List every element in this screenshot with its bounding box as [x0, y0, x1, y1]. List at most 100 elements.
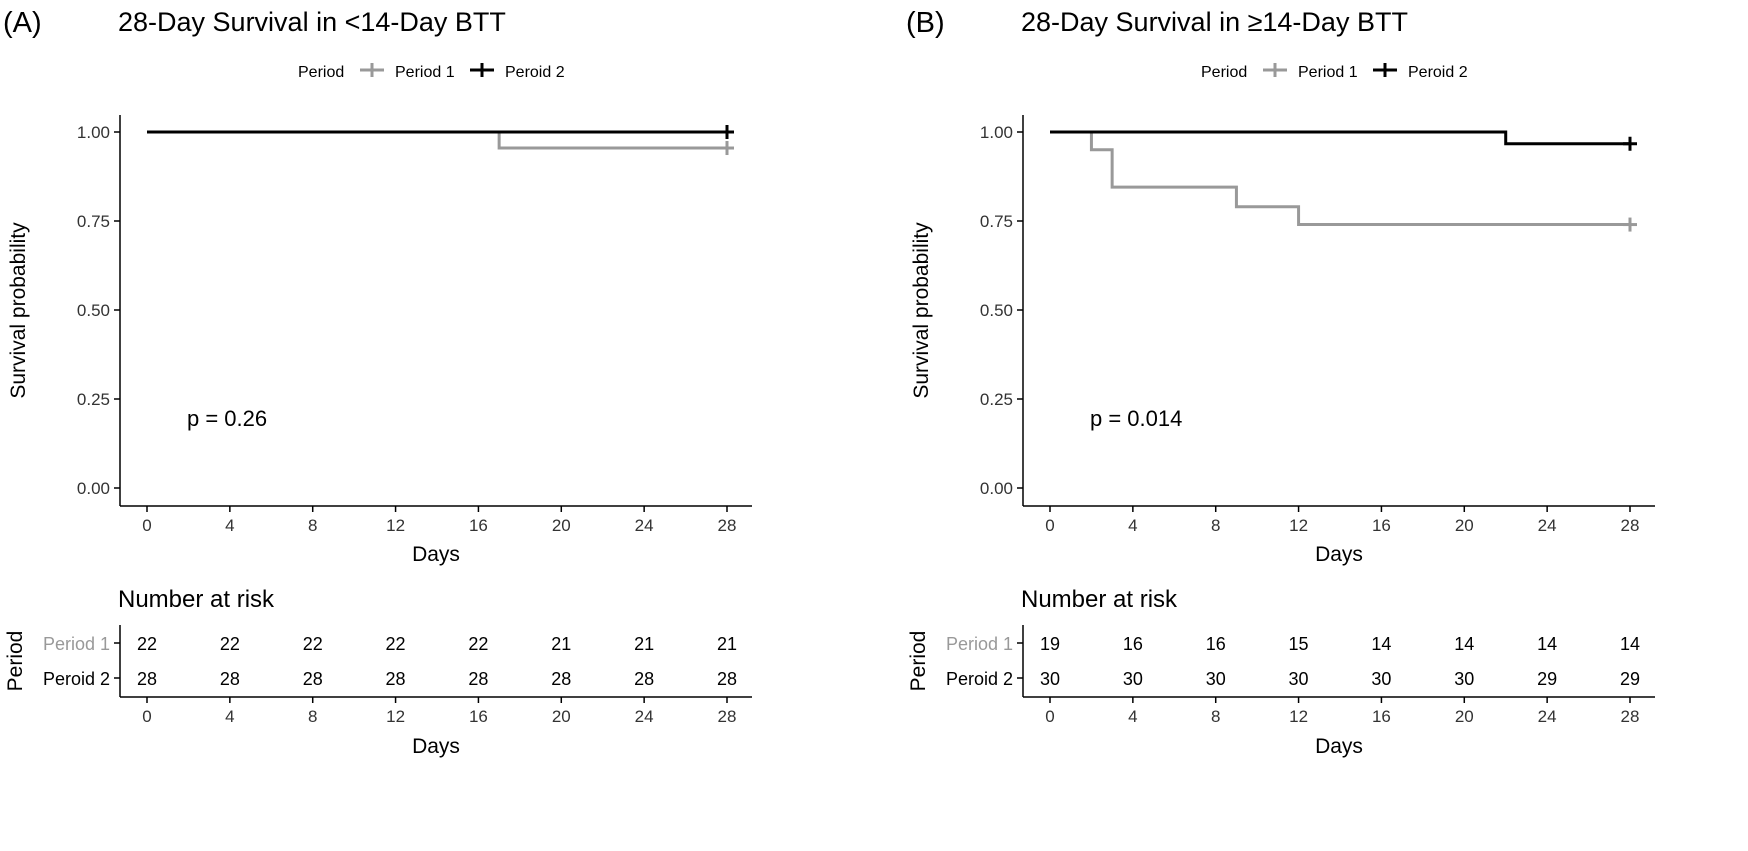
risk-x-tick-label: 20 — [1455, 707, 1474, 726]
legend-label: Period 1 — [395, 64, 455, 81]
censor-mark — [1623, 217, 1637, 232]
risk-count: 16 — [1206, 634, 1226, 654]
y-tick-label: 0.50 — [980, 301, 1013, 320]
y-tick-label: 1.00 — [980, 123, 1013, 142]
risk-row-label: Peroid 2 — [43, 669, 110, 689]
risk-count: 28 — [717, 669, 737, 689]
risk-x-tick-label: 24 — [635, 707, 654, 726]
x-tick-label: 4 — [1128, 516, 1137, 535]
x-tick-label: 24 — [1538, 516, 1557, 535]
risk-count: 29 — [1537, 669, 1557, 689]
risk-count: 28 — [634, 669, 654, 689]
survival-curve-2 — [1050, 130, 1630, 146]
x-tick-label: 12 — [1289, 516, 1308, 535]
risk-count: 15 — [1289, 634, 1309, 654]
risk-x-tick-label: 16 — [1372, 707, 1391, 726]
risk-count: 30 — [1123, 669, 1143, 689]
risk-x-axis-label: Days — [412, 735, 460, 758]
risk-x-tick-label: 0 — [1045, 707, 1054, 726]
risk-count: 19 — [1040, 634, 1060, 654]
risk-x-tick-label: 4 — [225, 707, 234, 726]
risk-x-tick-label: 16 — [469, 707, 488, 726]
risk-count: 30 — [1371, 669, 1391, 689]
risk-x-tick-label: 8 — [1211, 707, 1220, 726]
legend: Period Period 1 Peroid 2 — [298, 63, 565, 81]
risk-count: 28 — [551, 669, 571, 689]
risk-table-title: Number at risk — [118, 586, 275, 613]
risk-count: 22 — [137, 634, 157, 654]
censor-mark — [1623, 136, 1637, 151]
risk-row-label: Period 1 — [946, 634, 1013, 654]
censor-mark — [720, 125, 734, 139]
y-tick-label: 0.00 — [77, 479, 110, 498]
risk-y-axis-label: Period — [907, 631, 930, 692]
risk-count: 14 — [1620, 634, 1640, 654]
risk-count: 14 — [1454, 634, 1474, 654]
y-axis-label: Survival probability — [7, 222, 30, 399]
censor-mark — [720, 141, 734, 156]
legend: Period Period 1 Peroid 2 — [1201, 63, 1468, 81]
x-tick-label: 16 — [1372, 516, 1391, 535]
legend-label: Peroid 2 — [1408, 64, 1468, 81]
risk-count: 28 — [468, 669, 488, 689]
risk-x-tick-label: 4 — [1128, 707, 1137, 726]
risk-x-tick-label: 12 — [1289, 707, 1308, 726]
y-tick-label: 0.75 — [980, 212, 1013, 231]
risk-count: 22 — [386, 634, 406, 654]
x-tick-label: 28 — [1621, 516, 1640, 535]
legend-title: Period — [298, 64, 344, 81]
survival-curve-1 — [147, 130, 727, 150]
x-tick-label: 20 — [552, 516, 571, 535]
legend-label: Period 1 — [1298, 64, 1358, 81]
risk-table-title: Number at risk — [1021, 586, 1178, 613]
risk-count: 29 — [1620, 669, 1640, 689]
risk-count: 30 — [1289, 669, 1309, 689]
x-tick-label: 20 — [1455, 516, 1474, 535]
risk-count: 28 — [303, 669, 323, 689]
y-tick-label: 0.25 — [77, 390, 110, 409]
x-axis-label: Days — [412, 543, 460, 566]
risk-x-tick-label: 8 — [308, 707, 317, 726]
risk-count: 21 — [551, 634, 571, 654]
panel-label: (B) — [906, 7, 945, 39]
risk-x-tick-label: 24 — [1538, 707, 1557, 726]
risk-row-label: Peroid 2 — [946, 669, 1013, 689]
legend-label: Peroid 2 — [505, 64, 565, 81]
x-tick-label: 8 — [1211, 516, 1220, 535]
x-tick-label: 16 — [469, 516, 488, 535]
risk-y-axis-label: Period — [4, 631, 27, 692]
risk-count: 30 — [1454, 669, 1474, 689]
risk-count: 22 — [220, 634, 240, 654]
risk-count: 30 — [1206, 669, 1226, 689]
x-tick-label: 8 — [308, 516, 317, 535]
risk-count: 14 — [1537, 634, 1557, 654]
chart-title: 28-Day Survival in <14-Day BTT — [118, 7, 506, 37]
y-tick-label: 0.25 — [980, 390, 1013, 409]
x-tick-label: 4 — [225, 516, 234, 535]
risk-table: Number at risk Period 1 22 22 22 22 22 21 21 21 Pe… — [4, 586, 752, 758]
chart-title: 28-Day Survival in ≥14-Day BTT — [1021, 7, 1408, 37]
risk-count: 22 — [303, 634, 323, 654]
risk-count: 22 — [468, 634, 488, 654]
p-value: p = 0.26 — [187, 406, 267, 431]
risk-table: Number at risk Period 1 19 16 16 15 14 14 14 14 Pe… — [907, 586, 1655, 758]
risk-count: 28 — [137, 669, 157, 689]
y-tick-label: 1.00 — [77, 123, 110, 142]
risk-x-tick-label: 12 — [386, 707, 405, 726]
risk-count: 16 — [1123, 634, 1143, 654]
risk-count: 21 — [717, 634, 737, 654]
risk-x-tick-label: 20 — [552, 707, 571, 726]
x-tick-label: 28 — [718, 516, 737, 535]
risk-count: 14 — [1371, 634, 1391, 654]
x-tick-label: 12 — [386, 516, 405, 535]
legend-title: Period — [1201, 64, 1247, 81]
risk-row-label: Period 1 — [43, 634, 110, 654]
risk-count: 28 — [386, 669, 406, 689]
x-axis-label: Days — [1315, 543, 1363, 566]
y-axis-label: Survival probability — [910, 222, 933, 399]
y-tick-label: 0.00 — [980, 479, 1013, 498]
risk-count: 30 — [1040, 669, 1060, 689]
